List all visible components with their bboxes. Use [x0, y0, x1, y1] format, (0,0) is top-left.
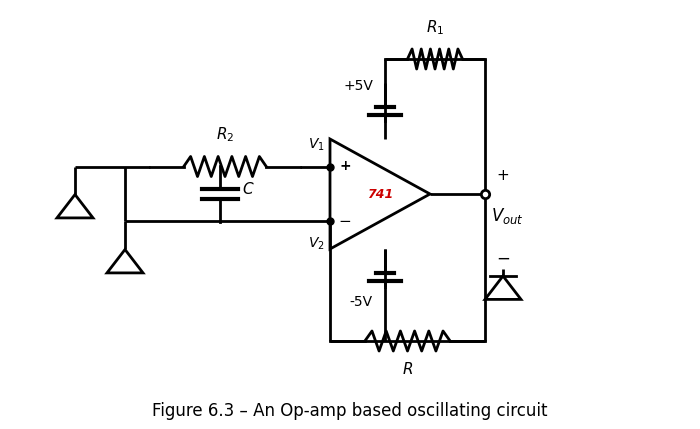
Text: $V_2$: $V_2$ — [308, 236, 325, 252]
Text: $R$: $R$ — [402, 361, 413, 377]
Text: −: − — [339, 214, 351, 229]
Text: −: − — [496, 250, 510, 268]
Text: -5V: -5V — [350, 295, 373, 309]
Text: $R_1$: $R_1$ — [426, 18, 444, 37]
Text: +: + — [340, 160, 351, 173]
Text: $V_{out}$: $V_{out}$ — [491, 206, 524, 226]
Text: $R_2$: $R_2$ — [216, 126, 234, 145]
Text: +: + — [496, 169, 510, 184]
Text: $V_1$: $V_1$ — [308, 136, 325, 152]
Text: Figure 6.3 – An Op-amp based oscillating circuit: Figure 6.3 – An Op-amp based oscillating… — [153, 402, 547, 420]
Polygon shape — [330, 139, 430, 249]
Text: $C$: $C$ — [242, 181, 255, 197]
Text: 741: 741 — [367, 187, 393, 200]
Text: +5V: +5V — [343, 79, 373, 93]
